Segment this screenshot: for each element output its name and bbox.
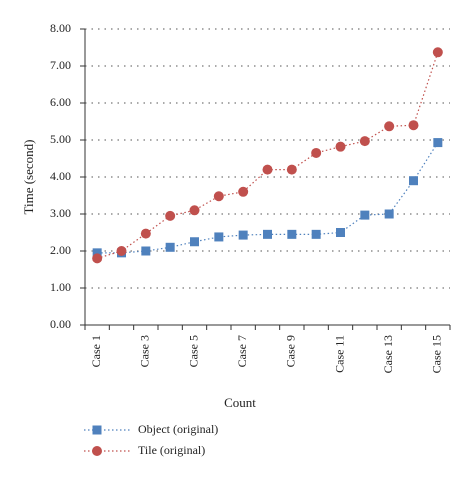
x-tick-label: Case 5 — [186, 335, 200, 367]
legend-label: Object (original) — [138, 422, 218, 436]
legend-marker — [92, 425, 102, 435]
marker — [336, 228, 345, 237]
marker — [141, 246, 151, 256]
marker — [335, 141, 346, 152]
marker — [92, 253, 103, 264]
y-tick-label: 7.00 — [50, 58, 71, 72]
marker — [384, 121, 395, 132]
marker — [311, 147, 322, 158]
marker — [262, 164, 273, 175]
x-tick-label: Case 7 — [235, 335, 249, 367]
marker — [432, 47, 443, 58]
marker — [359, 136, 370, 147]
marker — [214, 232, 224, 242]
marker — [286, 164, 297, 175]
x-tick-label: Case 15 — [430, 335, 444, 373]
x-tick-label: Case 1 — [89, 335, 103, 367]
y-tick-label: 3.00 — [50, 206, 71, 220]
marker — [409, 176, 418, 186]
x-tick-label: Case 3 — [138, 335, 152, 367]
marker — [190, 237, 199, 247]
x-axis-title: Count — [224, 395, 256, 410]
x-tick-label: Case 13 — [381, 335, 395, 373]
marker — [408, 120, 419, 131]
y-tick-label: 4.00 — [50, 169, 71, 183]
legend-label: Tile (original) — [138, 443, 205, 457]
marker — [238, 230, 248, 240]
marker — [92, 248, 102, 258]
y-axis-title: Time (second) — [21, 140, 36, 215]
marker — [165, 242, 175, 252]
marker — [287, 229, 297, 239]
marker — [213, 191, 224, 202]
marker — [165, 210, 176, 221]
series-line — [96, 52, 439, 259]
x-tick-label: Case 9 — [284, 335, 298, 367]
y-tick-label: 2.00 — [50, 243, 71, 257]
y-tick-label: 5.00 — [50, 132, 71, 146]
marker — [263, 229, 272, 239]
marker — [311, 229, 321, 239]
marker — [140, 228, 151, 239]
y-tick-label: 1.00 — [50, 280, 71, 294]
marker — [433, 138, 443, 148]
marker — [384, 209, 394, 219]
marker — [116, 246, 127, 256]
marker — [360, 210, 370, 220]
y-tick-label: 0.00 — [50, 317, 71, 331]
marker — [238, 186, 249, 197]
x-tick-label: Case 11 — [332, 335, 346, 373]
y-tick-label: 8.00 — [50, 21, 71, 35]
marker — [189, 205, 200, 216]
legend-marker — [92, 446, 102, 456]
y-tick-label: 6.00 — [50, 95, 71, 109]
series-line — [97, 142, 439, 254]
